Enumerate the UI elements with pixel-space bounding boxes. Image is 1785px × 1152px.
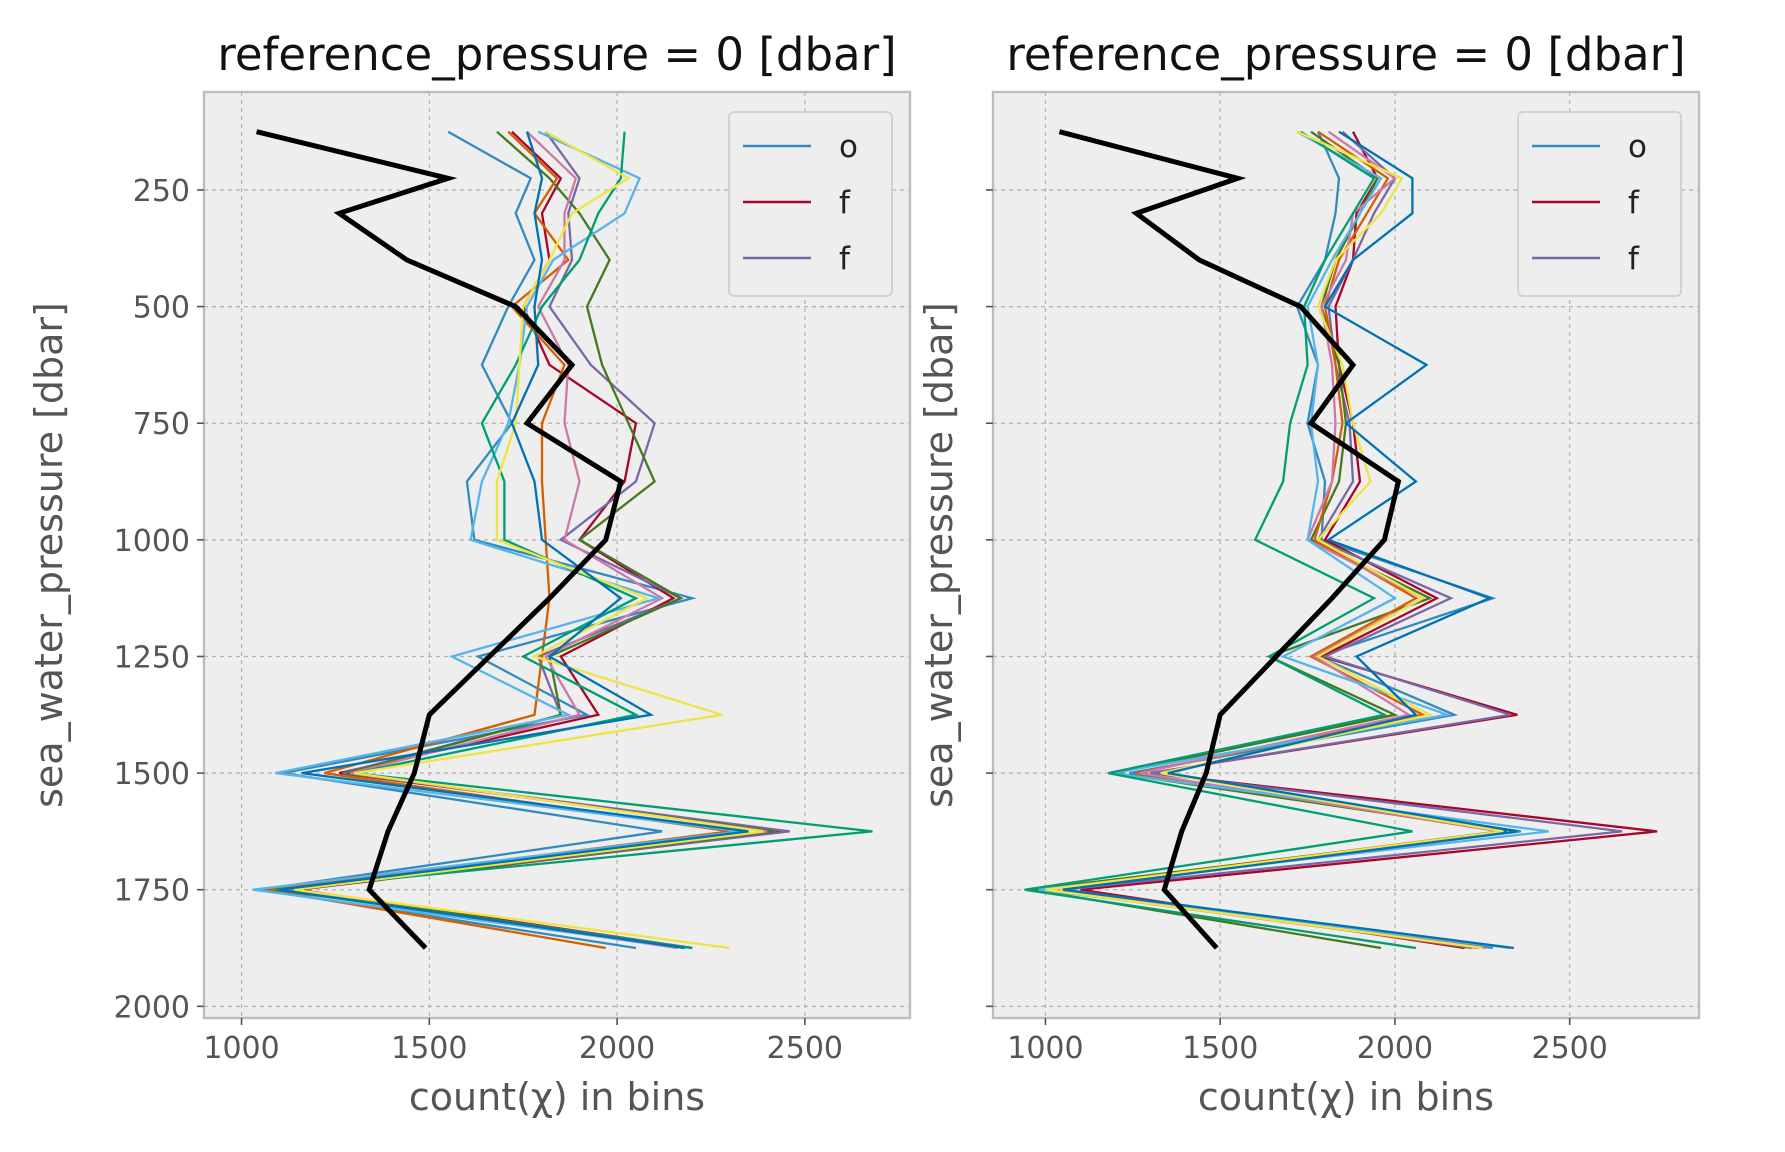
right-panel: 1000 1500 2000 2500 count(χ) in bins sea_wate… (917, 28, 1701, 1119)
legend-label: o (839, 129, 858, 165)
legend: off (728, 111, 893, 297)
y-tick-label: 250 (133, 174, 190, 209)
axes-frame (991, 90, 1701, 1020)
series-line-9 (278, 131, 749, 950)
series-line-7 (275, 131, 873, 950)
legend-box (728, 111, 893, 297)
y-tick-label: 1750 (114, 874, 190, 909)
series-line-5 (1066, 130, 1500, 950)
mean-line (256, 129, 624, 950)
x-tick-label: 2500 (767, 1031, 843, 1066)
series-line-0 (260, 130, 697, 950)
x-tick-label: 2000 (579, 1031, 655, 1066)
series-line-1 (1080, 131, 1658, 950)
x-tick-label: 1500 (391, 1031, 467, 1066)
x-axis-label: count(χ) in bins (409, 1075, 705, 1119)
legend-label: f (839, 241, 851, 277)
legend-label: f (1628, 241, 1640, 277)
left-panel: 1000 1500 2000 2500 250 500 750 1000 1250 1500 175… (27, 28, 912, 1119)
legend-box (1517, 111, 1682, 297)
x-tick-label: 1000 (203, 1031, 279, 1066)
x-axis-label: count(χ) in bins (1198, 1075, 1494, 1119)
y-axis-label: sea_water_pressure [dbar] (917, 302, 961, 808)
x-tick-label: 1500 (1182, 1031, 1258, 1066)
series-group (1024, 129, 1658, 950)
y-tick-label: 750 (133, 407, 190, 442)
y-tick-label: 1500 (114, 757, 190, 792)
y-tick-label: 1000 (114, 524, 190, 559)
x-tick-label: 2000 (1357, 1031, 1433, 1066)
legend-label: o (1628, 129, 1647, 165)
chart-title: reference_pressure = 0 [dbar] (217, 28, 896, 81)
series-line-7 (1024, 130, 1417, 950)
axes-frame (202, 90, 912, 1020)
series-group (252, 129, 873, 950)
x-tick-label: 1000 (1007, 1031, 1083, 1066)
mean-line (1058, 129, 1402, 950)
legend: off (1517, 111, 1682, 297)
y-tick-label: 500 (133, 291, 190, 326)
legend-label: f (1628, 185, 1640, 221)
x-tick-label: 2500 (1532, 1031, 1608, 1066)
y-tick-label: 1250 (114, 640, 190, 675)
series-line-9 (1062, 130, 1518, 950)
y-axis-label: sea_water_pressure [dbar] (27, 302, 71, 808)
series-line-2 (1062, 130, 1623, 950)
series-line-8 (1045, 130, 1504, 950)
y-tick-label: 2000 (114, 990, 190, 1025)
chart-title: reference_pressure = 0 [dbar] (1006, 28, 1685, 81)
legend-label: f (839, 185, 851, 221)
series-line-8 (293, 130, 764, 950)
